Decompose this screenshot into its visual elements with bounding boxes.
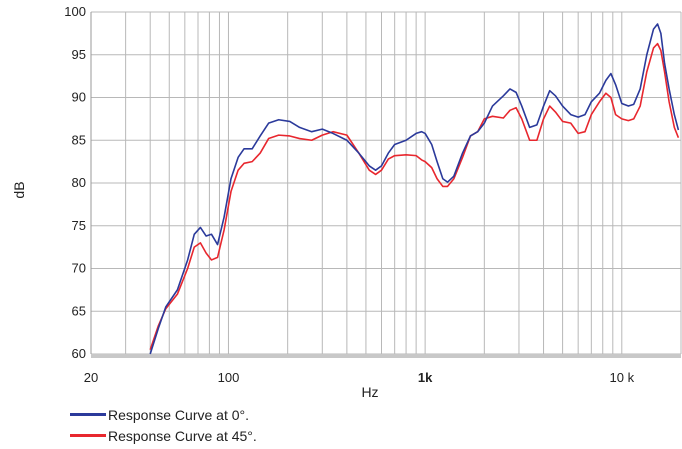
y-tick-label-6: 90: [72, 90, 86, 105]
x-tick-label-3: 10 k: [610, 370, 635, 385]
legend-item-0deg: Response Curve at 0°.: [70, 404, 257, 425]
legend: Response Curve at 0°. Response Curve at …: [70, 404, 257, 446]
legend-item-45deg: Response Curve at 45°.: [70, 425, 257, 446]
axes: [90, 12, 681, 358]
y-tick-label-2: 70: [72, 261, 86, 276]
frequency-response-chart: 60 65 70 75 80 85 90 95 100 20 100 1k 10 k dB Hz: [11, 4, 682, 400]
y-tick-label-3: 75: [72, 218, 86, 233]
legend-label-0deg: Response Curve at 0°.: [108, 406, 250, 423]
legend-swatch-0deg: [70, 413, 106, 416]
x-tick-label-2: 1k: [418, 370, 433, 385]
legend-label-45deg: Response Curve at 45°.: [108, 427, 257, 444]
x-tick-label-1: 100: [218, 370, 240, 385]
y-tick-label-1: 65: [72, 303, 86, 318]
series-layer: [149, 23, 680, 355]
y-tick-label-5: 85: [72, 132, 86, 147]
y-tick-label-8: 100: [64, 4, 86, 19]
x-axis-label: Hz: [361, 384, 378, 400]
x-tick-labels: 20 100 1k 10 k: [84, 370, 635, 385]
series-line-0: [149, 23, 680, 355]
y-tick-label-0: 60: [72, 346, 86, 361]
y-tick-label-4: 80: [72, 175, 86, 190]
legend-swatch-45deg: [70, 434, 106, 437]
series-line-1: [149, 42, 680, 350]
x-axis-band: [91, 354, 681, 358]
y-tick-labels: 60 65 70 75 80 85 90 95 100: [64, 4, 86, 361]
y-axis-label: dB: [11, 181, 27, 198]
y-tick-label-7: 95: [72, 47, 86, 62]
x-tick-label-0: 20: [84, 370, 98, 385]
